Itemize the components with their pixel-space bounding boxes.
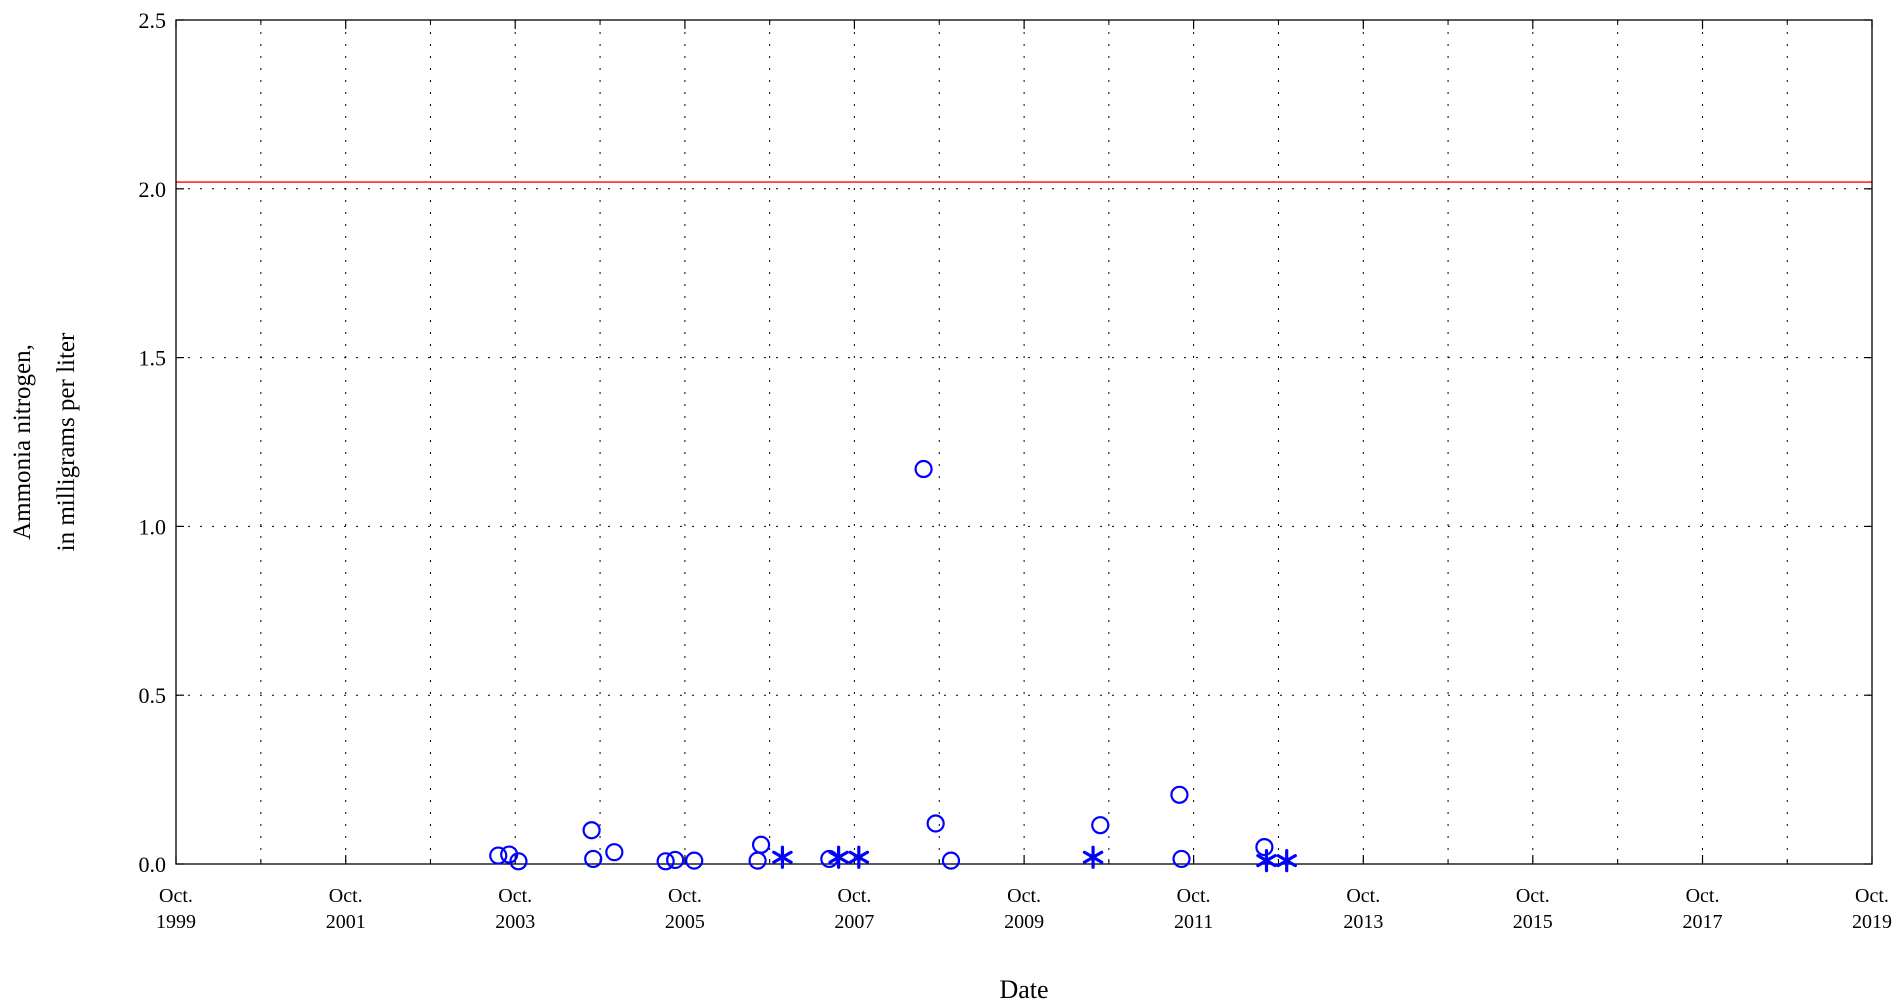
data-point-asterisk (1276, 849, 1297, 873)
y-axis-title: Ammonia nitrogen, in milligrams per lite… (9, 332, 80, 551)
y-axis-title-line1: Ammonia nitrogen, (9, 344, 36, 540)
data-point-circle (751, 835, 771, 854)
x-tick-label-year: 2011 (1174, 911, 1213, 933)
x-tick-label-year: 2005 (665, 911, 705, 933)
data-point-asterisk (1082, 845, 1104, 869)
asterisk-stroke (1276, 854, 1297, 868)
x-tick-label-month: Oct. (1855, 885, 1889, 907)
x-tick-label-month: Oct. (329, 885, 363, 907)
data-point-circle (582, 821, 601, 840)
data-point-circle (489, 846, 508, 865)
data-point-circle (748, 851, 767, 870)
x-tick-label-month: Oct. (159, 885, 193, 907)
y-axis-title-line2: in milligrams per liter (53, 332, 80, 551)
data-point-asterisk (772, 845, 793, 869)
x-tick-label-month: Oct. (837, 885, 871, 907)
data-point-circle (941, 851, 961, 870)
y-tick-label: 2.0 (139, 177, 167, 202)
data-point-circle (1172, 849, 1191, 869)
x-tick-label-month: Oct. (1686, 885, 1720, 907)
x-tick-label-year: 2013 (1343, 911, 1383, 933)
y-tick-label: 0.0 (139, 852, 167, 877)
asterisk-stroke (848, 850, 870, 864)
data-point-circle (584, 849, 603, 869)
x-tick-label-year: 2009 (1004, 911, 1044, 933)
x-tick-label-year: 2017 (1683, 911, 1723, 933)
data-point-circle (500, 845, 519, 864)
asterisk-stroke (1082, 850, 1104, 864)
data-point-asterisk (1256, 849, 1277, 873)
x-tick-label-month: Oct. (668, 885, 702, 907)
data-point-asterisk (848, 845, 870, 869)
data-points (489, 459, 1297, 873)
data-point-circle (685, 851, 704, 870)
y-tick-label: 1.0 (139, 514, 167, 539)
axis-ticks (175, 19, 1873, 865)
x-tick-label-year: 2003 (495, 911, 535, 933)
x-tick-label-year: 2019 (1852, 911, 1892, 933)
x-tick-label-month: Oct. (1177, 885, 1211, 907)
x-tick-label-year: 1999 (156, 911, 196, 933)
data-point-circle (926, 814, 945, 833)
data-point-circle (509, 852, 528, 871)
data-point-circle (1255, 838, 1274, 857)
asterisk-stroke (828, 850, 849, 864)
data-point-circle (1091, 816, 1110, 835)
x-tick-label-year: 2001 (326, 911, 366, 933)
gridlines (176, 20, 1872, 864)
data-point-circle (914, 459, 933, 479)
x-tick-labels: Oct. 1999 Oct. 2001 Oct. 2003 Oct. 2005 Oct. 2007… (156, 885, 1892, 933)
x-tick-label-year: 2007 (834, 911, 874, 933)
asterisk-stroke (1256, 854, 1277, 868)
y-tick-label: 1.5 (139, 346, 167, 371)
x-tick-label-month: Oct. (498, 885, 532, 907)
data-point-circle (666, 850, 685, 870)
data-point-circle (605, 843, 624, 862)
data-point-circle (656, 852, 675, 871)
y-tick-label: 0.5 (139, 683, 167, 708)
y-tick-label: 2.5 (139, 8, 167, 33)
x-tick-label-year: 2015 (1513, 911, 1553, 933)
x-tick-label-month: Oct. (1346, 885, 1380, 907)
x-tick-label-month: Oct. (1007, 885, 1041, 907)
asterisk-stroke (772, 850, 793, 864)
y-tick-labels: 0.0 0.5 1.0 1.5 2.0 2.5 (139, 8, 167, 877)
x-tick-label-month: Oct. (1516, 885, 1550, 907)
x-axis-title: Date (999, 975, 1048, 1004)
data-point-circle (1170, 785, 1189, 804)
data-point-asterisk (828, 845, 849, 869)
